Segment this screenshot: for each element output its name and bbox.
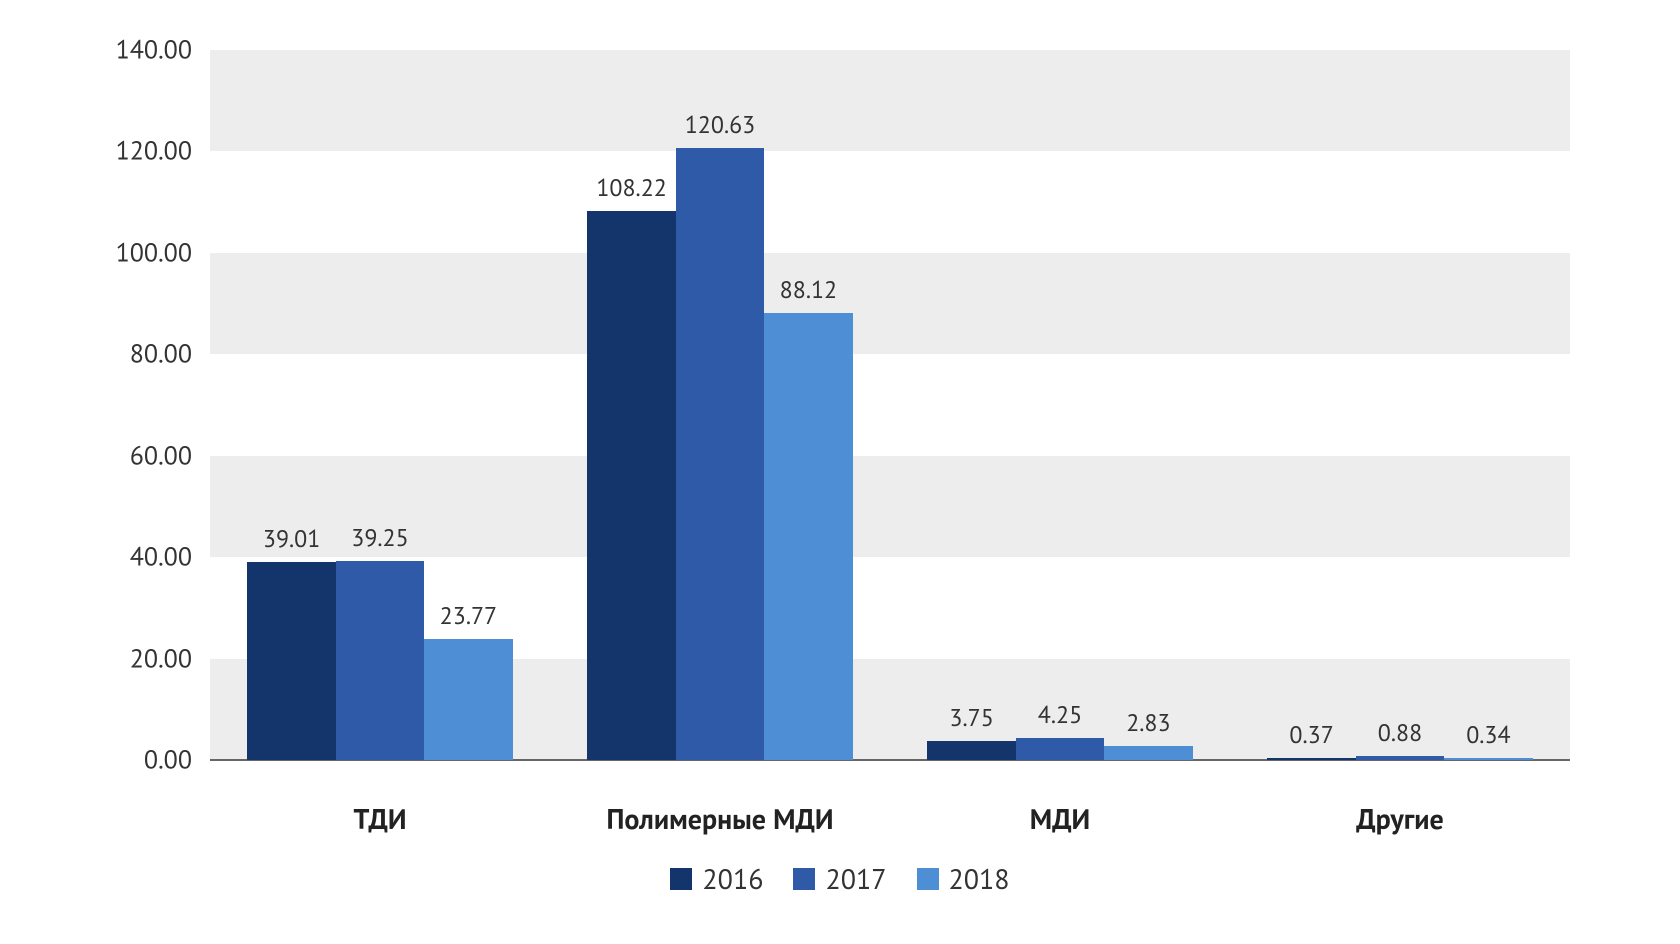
bar [247, 562, 335, 760]
bar-value-label: 2.83 [1126, 707, 1170, 738]
bar [336, 561, 424, 760]
category-label: МДИ [1030, 800, 1090, 837]
legend-label: 2018 [949, 860, 1010, 897]
bar [764, 313, 852, 760]
bar-value-label: 120.63 [685, 109, 756, 140]
y-tick-label: 120.00 [116, 135, 192, 168]
bar-value-label: 0.88 [1378, 717, 1422, 748]
legend-swatch [917, 868, 939, 890]
bar [1104, 746, 1192, 760]
bar [927, 741, 1015, 760]
legend-swatch [670, 868, 692, 890]
legend: 2016 2017 2018 [0, 860, 1680, 897]
legend-item: 2016 [670, 860, 763, 897]
bar-value-label: 23.77 [440, 600, 497, 631]
y-tick-label: 100.00 [116, 236, 192, 269]
category-label: Другие [1356, 800, 1444, 837]
bar-value-label: 39.25 [351, 522, 408, 553]
y-tick-label: 60.00 [130, 439, 192, 472]
bar-value-label: 3.75 [949, 702, 993, 733]
bar [1267, 758, 1355, 760]
y-tick-label: 0.00 [144, 744, 192, 777]
legend-label: 2017 [825, 860, 886, 897]
legend-item: 2017 [793, 860, 886, 897]
chart-container: 39.01 39.25 23.77 108.22 120.63 88.12 3.75 4.25… [0, 0, 1680, 944]
y-tick-label: 20.00 [130, 642, 192, 675]
bar-value-label: 0.34 [1466, 719, 1510, 750]
legend-label: 2016 [702, 860, 763, 897]
bar-value-label: 88.12 [780, 274, 837, 305]
y-tick-label: 40.00 [130, 541, 192, 574]
bar [587, 211, 675, 760]
bar [424, 639, 512, 760]
bar-value-label: 108.22 [596, 172, 667, 203]
bar-value-label: 0.37 [1289, 719, 1333, 750]
grid-band [210, 50, 1570, 151]
grid-band [210, 253, 1570, 354]
plot-area: 39.01 39.25 23.77 108.22 120.63 88.12 3.75 4.25… [210, 50, 1570, 760]
grid-band [210, 456, 1570, 557]
y-tick-label: 140.00 [116, 34, 192, 67]
bar [1016, 738, 1104, 760]
bar [1444, 758, 1532, 760]
y-tick-label: 80.00 [130, 338, 192, 371]
bar-value-label: 4.25 [1038, 699, 1082, 730]
category-label: Полимерные МДИ [606, 800, 833, 837]
legend-swatch [793, 868, 815, 890]
grid-band [210, 151, 1570, 252]
bar [676, 148, 764, 760]
legend-item: 2018 [917, 860, 1010, 897]
bar-value-label: 39.01 [263, 523, 320, 554]
grid-band [210, 354, 1570, 455]
category-label: ТДИ [353, 800, 406, 837]
bar [1356, 756, 1444, 760]
